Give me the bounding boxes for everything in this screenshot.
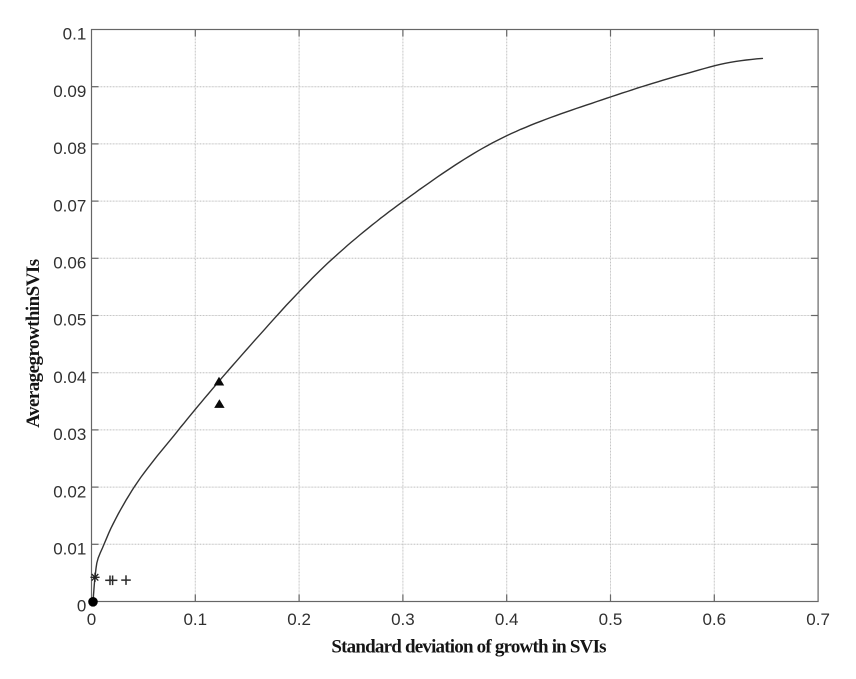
svg-text:AveragegrowthinSVIs: AveragegrowthinSVIs bbox=[23, 259, 44, 427]
svg-text:0.08: 0.08 bbox=[53, 139, 86, 158]
svg-text:0.04: 0.04 bbox=[53, 368, 86, 387]
svg-text:0.06: 0.06 bbox=[53, 254, 86, 273]
svg-text:0: 0 bbox=[87, 610, 96, 629]
svg-text:0.07: 0.07 bbox=[53, 196, 86, 215]
svg-text:0.02: 0.02 bbox=[53, 482, 86, 501]
svg-text:0.7: 0.7 bbox=[806, 610, 830, 629]
svg-text:0.4: 0.4 bbox=[495, 610, 519, 629]
svg-text:0: 0 bbox=[77, 597, 86, 616]
svg-text:0.1: 0.1 bbox=[63, 25, 87, 44]
svg-text:Standard deviation of growth i: Standard deviation of growth in SVIs bbox=[331, 636, 606, 657]
svg-text:0.05: 0.05 bbox=[53, 311, 86, 330]
svg-text:0.6: 0.6 bbox=[702, 610, 726, 629]
svg-text:0.1: 0.1 bbox=[183, 610, 207, 629]
svg-text:0.2: 0.2 bbox=[287, 610, 311, 629]
svg-text:0.5: 0.5 bbox=[599, 610, 623, 629]
svg-text:0.3: 0.3 bbox=[391, 610, 415, 629]
svg-text:0.01: 0.01 bbox=[53, 540, 86, 559]
svg-text:0.09: 0.09 bbox=[53, 82, 86, 101]
svg-text:0.03: 0.03 bbox=[53, 425, 86, 444]
